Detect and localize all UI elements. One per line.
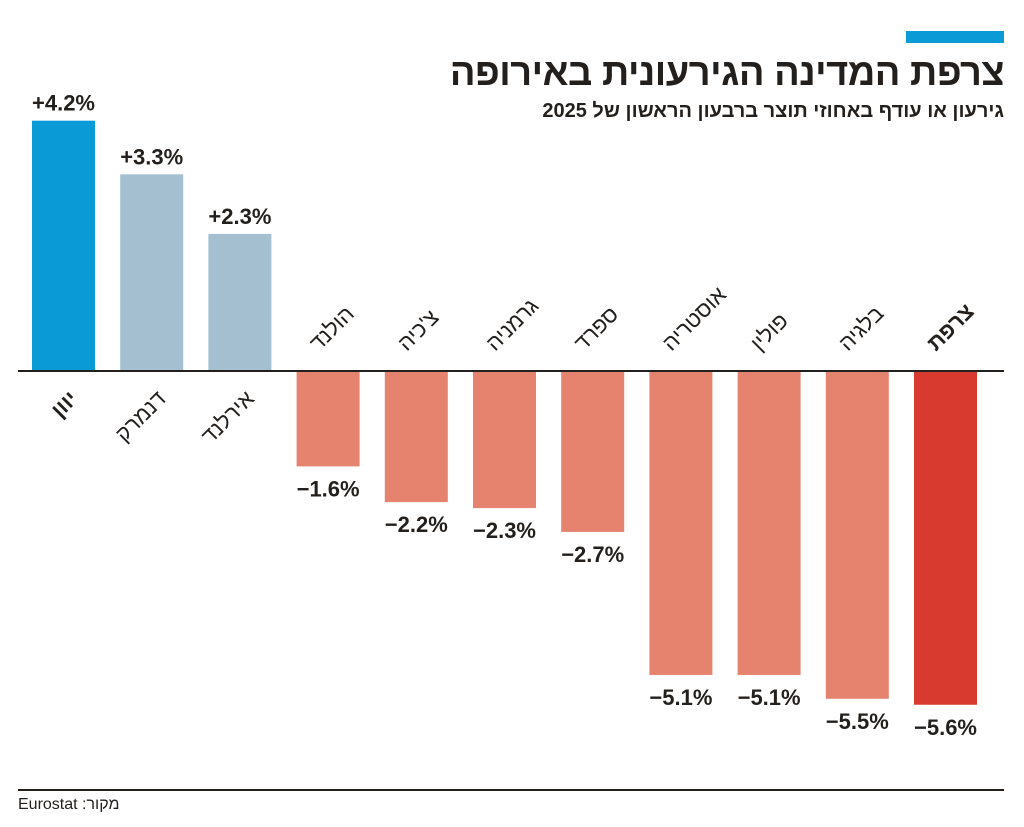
value-label: −5.5% [826,709,889,734]
value-label: −1.6% [297,476,360,501]
bar [32,120,95,372]
value-label: −2.3% [473,518,536,543]
bar [208,233,272,371]
chart-title: צרפת המדינה הגירעונית באירופה [449,52,1005,94]
chart-subtitle: גירעון או עודף באחוזי תוצר ברבעון הראשון… [542,100,1004,122]
value-label: −5.6% [914,715,977,740]
category-label: צרפת [922,299,979,356]
value-label: −5.1% [649,685,712,710]
category-label: ספרד [569,301,623,355]
bar [120,174,184,371]
category-label: גרמניה [481,293,543,355]
category-label: דנמרק [110,386,171,447]
value-label: +4.2% [32,91,95,116]
value-label: −5.1% [738,685,801,710]
category-label: הולנד [304,301,359,356]
bar [296,371,360,467]
category-label: פולין [745,308,793,356]
category-label: אוסטריה [657,282,731,356]
bar [914,371,977,705]
value-label: −2.2% [385,512,448,537]
value-label: +2.3% [208,204,271,229]
category-label: יוון [46,386,82,422]
value-label: −2.7% [561,542,624,567]
bar [649,371,713,675]
bar [473,371,536,509]
category-label: אירלנד [196,386,259,449]
source-note: מקור: Eurostat [18,796,120,813]
value-label: +3.3% [120,144,183,169]
bar [825,371,889,699]
bar [561,371,625,532]
bottom-rule [18,789,1004,791]
accent-bar [906,31,1004,43]
category-label: צ'כיה [393,305,444,356]
bar [737,371,801,675]
bar [384,371,448,503]
category-label: בלגיה [834,301,889,356]
